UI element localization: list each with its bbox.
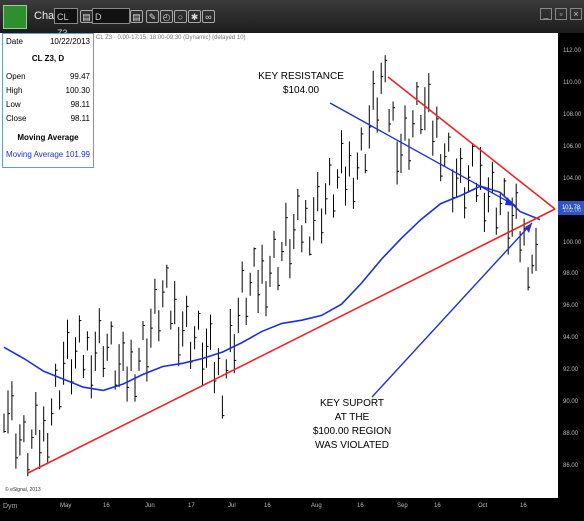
y-tick-label: 100.00 (563, 239, 582, 246)
y-tick-label: 86.00 (563, 463, 579, 470)
y-tick-label: 94.00 (563, 335, 579, 342)
gear-icon[interactable]: ✱ (188, 10, 201, 23)
high-value: 100.30 (65, 86, 90, 95)
high-row: High 100.30 (6, 86, 90, 95)
y-tick-label: 98.00 (563, 271, 579, 278)
pencil-icon[interactable]: ✎ (146, 10, 159, 23)
x-tick-label: 16 (434, 503, 441, 509)
close-value: 98.11 (70, 114, 90, 123)
copyright-text: © eSignal, 2013 (5, 487, 41, 493)
x-tick-label: 17 (188, 503, 195, 509)
y-tick-label: 92.00 (563, 367, 579, 374)
support-arrow (371, 222, 533, 398)
ma-label: Moving Average (6, 150, 64, 159)
support-trendline (27, 208, 556, 474)
ma-value: 101.99 (65, 150, 90, 159)
open-label: Open (6, 72, 26, 81)
price-bars (3, 55, 538, 477)
last-price-tag: 101.78 (558, 201, 584, 215)
x-tick-label: Jul (228, 503, 236, 509)
y-tick-label: 90.00 (563, 399, 579, 406)
moving-average-line (3, 185, 541, 392)
x-tick-label: Aug (311, 503, 322, 509)
ma-title: Moving Average (17, 133, 79, 142)
date-value: 10/22/2013 (49, 37, 90, 46)
close-label: Close (6, 114, 27, 123)
low-row: Low 98.11 (6, 100, 90, 109)
x-tick-label: 16 (357, 503, 364, 509)
data-window: Date 10/22/2013 CL Z3, D Open 99.47 High… (2, 33, 94, 168)
support-arrow-head (525, 223, 532, 233)
close-icon[interactable]: × (570, 8, 582, 20)
date-row: Date 10/22/2013 (6, 37, 90, 46)
support-label-3: $100.00 REGION (312, 426, 392, 437)
resistance-arrow-head (505, 197, 516, 206)
minimize-icon[interactable]: _ (540, 8, 552, 20)
price-axis[interactable] (558, 33, 584, 498)
resistance-trendline (387, 76, 556, 210)
search-icon[interactable]: ▤ (130, 10, 143, 23)
y-tick-label: 112.00 (563, 47, 581, 54)
high-label: High (6, 86, 23, 95)
time-axis[interactable] (0, 498, 584, 521)
y-tick-label: 108.00 (563, 111, 582, 118)
x-tick-label: 16 (520, 503, 527, 509)
dym-label: Dym (3, 503, 18, 510)
close-row: Close 98.11 (6, 114, 90, 123)
y-tick-label: 96.00 (563, 303, 579, 310)
title-bar: Chart CL Z3 ▤ D ▤ ✎ ◴ ○ ✱ ∞ _ ▫ × (0, 0, 584, 38)
resistance-label-1: KEY RESISTANCE (258, 71, 344, 82)
interval-field[interactable]: D (92, 8, 130, 24)
clock-icon[interactable]: ◴ (160, 10, 173, 23)
x-tick-label: Sep (397, 503, 408, 509)
resistance-label-2: $104.00 (282, 85, 320, 96)
symbol-label: CL Z3, D (31, 54, 65, 63)
y-tick-label: 88.00 (563, 431, 579, 438)
support-label-1: KEY SUPORT (319, 398, 385, 409)
date-label: Date (6, 37, 23, 46)
chart-app-icon (3, 5, 27, 29)
resistance-arrow (329, 102, 517, 207)
y-tick-label: 104.00 (563, 175, 582, 182)
y-tick-label: 102.00 (563, 207, 582, 214)
candlestick-chart (3, 55, 556, 477)
x-tick-label: 16 (103, 503, 110, 509)
support-label-2: AT THE (334, 412, 370, 423)
support-annotation: KEY SUPORT AT THE $100.00 REGION WAS VIO… (296, 397, 408, 453)
x-tick-label: May (60, 503, 72, 509)
resistance-annotation: KEY RESISTANCE $104.00 (246, 70, 356, 98)
low-value: 98.11 (70, 100, 90, 109)
ma-row: Moving Average 101.99 (6, 150, 90, 159)
support-label-4: WAS VIOLATED (315, 440, 389, 451)
link-icon[interactable]: ∞ (202, 10, 215, 23)
open-row: Open 99.47 (6, 72, 90, 81)
low-label: Low (6, 100, 21, 109)
x-tick-label: 16 (264, 503, 271, 509)
x-tick-label: Oct (478, 503, 488, 509)
y-tick-label: 106.00 (563, 143, 582, 150)
circle-icon[interactable]: ○ (174, 10, 187, 23)
open-value: 99.47 (69, 72, 90, 81)
restore-icon[interactable]: ▫ (555, 8, 567, 20)
symbol-field[interactable]: CL Z3 (54, 8, 78, 38)
x-tick-label: Jun (145, 503, 155, 509)
chart-header-line: CL Z3 · 0.00-17:15, 18:00-09:30 (Dynamic… (96, 35, 246, 41)
y-tick-label: 110.00 (563, 79, 581, 86)
